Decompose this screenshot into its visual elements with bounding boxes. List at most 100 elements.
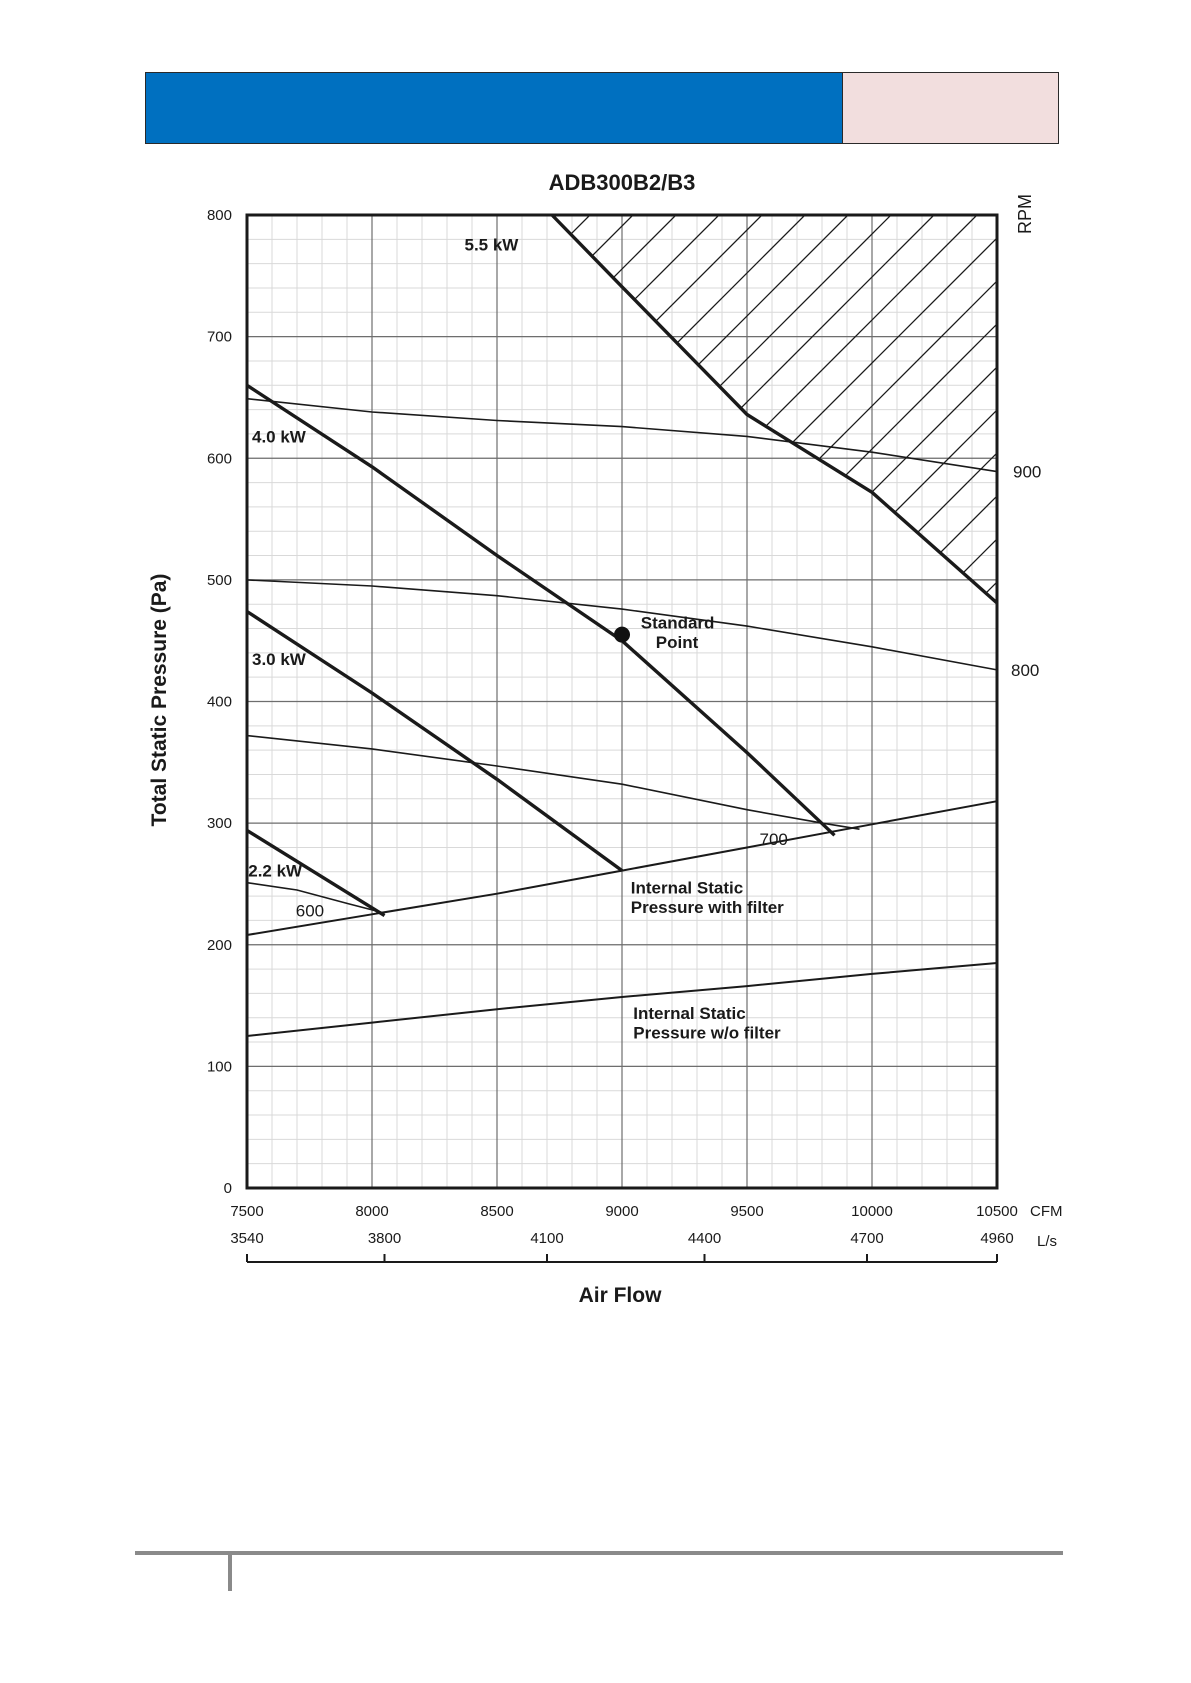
- y-tick-label: 600: [207, 450, 232, 467]
- y-tick-label: 0: [224, 1180, 232, 1197]
- x2-tick-label: 4700: [850, 1230, 883, 1247]
- x-tick-label: 10000: [851, 1203, 893, 1220]
- hatch-line: [734, 215, 997, 603]
- hatch-line: [552, 215, 997, 603]
- hatch-line: [777, 215, 997, 603]
- x-unit-label: CFM: [1030, 1203, 1063, 1220]
- hatch-line: [0, 188, 15, 1188]
- y-axis-title: Total Static Pressure (Pa): [148, 574, 171, 827]
- hatch-line: [552, 215, 997, 603]
- annotation-labels: 900 800 700 600 5.5 kW 4.0 kW 3.0 kW 2.2 kW Stan…: [248, 235, 1041, 1042]
- power-label: 4.0 kW: [252, 427, 307, 446]
- isp-with-filter-label: Internal Static: [631, 879, 743, 898]
- y-tick-label: 500: [207, 572, 232, 589]
- hatch-line: [552, 215, 997, 603]
- hatched-region: [0, 188, 1191, 1188]
- hatch-line: [0, 188, 144, 1188]
- x-axis-title: Air Flow: [579, 1284, 662, 1307]
- hatch-line: [552, 215, 997, 603]
- header-pink-block: [842, 73, 1058, 143]
- hatch-line: [0, 188, 273, 1188]
- hatch-line: [552, 215, 876, 603]
- hatch-line: [552, 215, 661, 603]
- y-tick-label: 800: [207, 207, 232, 224]
- hatch-line: [0, 188, 531, 1188]
- hatch-line: [552, 215, 575, 603]
- rpm-curve-600: [246, 881, 385, 914]
- hatch-line: [1036, 188, 1191, 1188]
- plot-frame: [245, 213, 999, 1190]
- y-tick-label: 200: [207, 937, 232, 954]
- hatch-line: [1165, 188, 1191, 1188]
- power-label: 5.5 kW: [465, 235, 520, 254]
- x-tick-labels: 7500 8000 8500 9000 9500 10000 10500: [230, 1203, 1018, 1220]
- hatch-line: [992, 215, 997, 603]
- isp-with-filter-label: Pressure with filter: [631, 898, 784, 917]
- header-blue-block: [146, 73, 842, 143]
- hatch-line: [0, 188, 359, 1188]
- hatch-line: [0, 188, 488, 1188]
- x2-unit-label: L/s: [1037, 1233, 1057, 1250]
- hatch-line: [0, 188, 101, 1188]
- footer-rule: [135, 1551, 1063, 1555]
- power-curve: [550, 213, 999, 605]
- rpm-label: 900: [1013, 463, 1041, 482]
- header-bar: [145, 72, 1059, 144]
- hatch-line: [552, 215, 997, 603]
- hatch-lines: [0, 188, 1191, 1188]
- power-label: 3.0 kW: [252, 650, 307, 669]
- x-tick-label: 9500: [730, 1203, 763, 1220]
- hatch-line: [949, 215, 997, 603]
- hatch-line: [906, 215, 997, 603]
- hatch-line: [1122, 188, 1191, 1188]
- x-tick-label: 8000: [355, 1203, 388, 1220]
- internal-static-curve: [246, 962, 998, 1037]
- rpm-curve-700: [246, 734, 860, 830]
- rpm-curve-800: [246, 579, 998, 671]
- power-curve: [246, 610, 624, 872]
- hatch-line: [552, 215, 919, 603]
- power-curve: [246, 828, 386, 918]
- hatch-line: [0, 188, 58, 1188]
- hatch-line: [0, 188, 230, 1188]
- standard-point-label: Standard: [641, 614, 715, 633]
- x2-tick-label: 3540: [230, 1230, 263, 1247]
- x2-tick-label: 4400: [688, 1230, 721, 1247]
- rpm-axis-label: RPM: [1015, 194, 1035, 234]
- y-tick-label: 300: [207, 815, 232, 832]
- rpm-curve-900: [246, 397, 998, 473]
- secondary-x-axis: 3540 3800 4100 4400 4700 4960: [230, 1230, 1014, 1263]
- rpm-label: 800: [1011, 661, 1039, 680]
- x2-tick-label: 4960: [980, 1230, 1013, 1247]
- isp-without-filter-label: Internal Static: [633, 1004, 745, 1023]
- standard-point-marker: [614, 626, 630, 643]
- x-tick-label: 9000: [605, 1203, 638, 1220]
- x-tick-label: 10500: [976, 1203, 1018, 1220]
- footer-tick: [228, 1553, 232, 1591]
- hatch-line: [552, 215, 704, 603]
- hatch-line: [0, 188, 402, 1188]
- y-tick-label: 100: [207, 1058, 232, 1075]
- power-label: 2.2 kW: [248, 862, 303, 881]
- x2-tick-label: 3800: [368, 1230, 401, 1247]
- y-tick-labels: 0 100 200 300 400 500 600 700 800: [207, 207, 232, 1197]
- hatch-line: [552, 215, 618, 603]
- power-curve: [246, 383, 836, 837]
- y-tick-label: 400: [207, 694, 232, 711]
- hatch-line: [552, 215, 962, 603]
- hatch-line: [820, 215, 997, 603]
- y-tick-label: 700: [207, 329, 232, 346]
- hatch-line: [552, 215, 997, 603]
- hatch-line: [552, 215, 997, 603]
- x-tick-label: 8500: [480, 1203, 513, 1220]
- hatch-line: [863, 215, 997, 603]
- hatch-line: [552, 215, 997, 603]
- chart-title: ADB300B2/B3: [549, 170, 696, 195]
- hatch-line: [1079, 188, 1191, 1188]
- x2-tick-label: 4100: [530, 1230, 563, 1247]
- isp-without-filter-label: Pressure w/o filter: [633, 1023, 781, 1042]
- standard-point-label: Point: [656, 633, 699, 652]
- x-tick-label: 7500: [230, 1203, 263, 1220]
- curves-layer: [246, 213, 999, 1037]
